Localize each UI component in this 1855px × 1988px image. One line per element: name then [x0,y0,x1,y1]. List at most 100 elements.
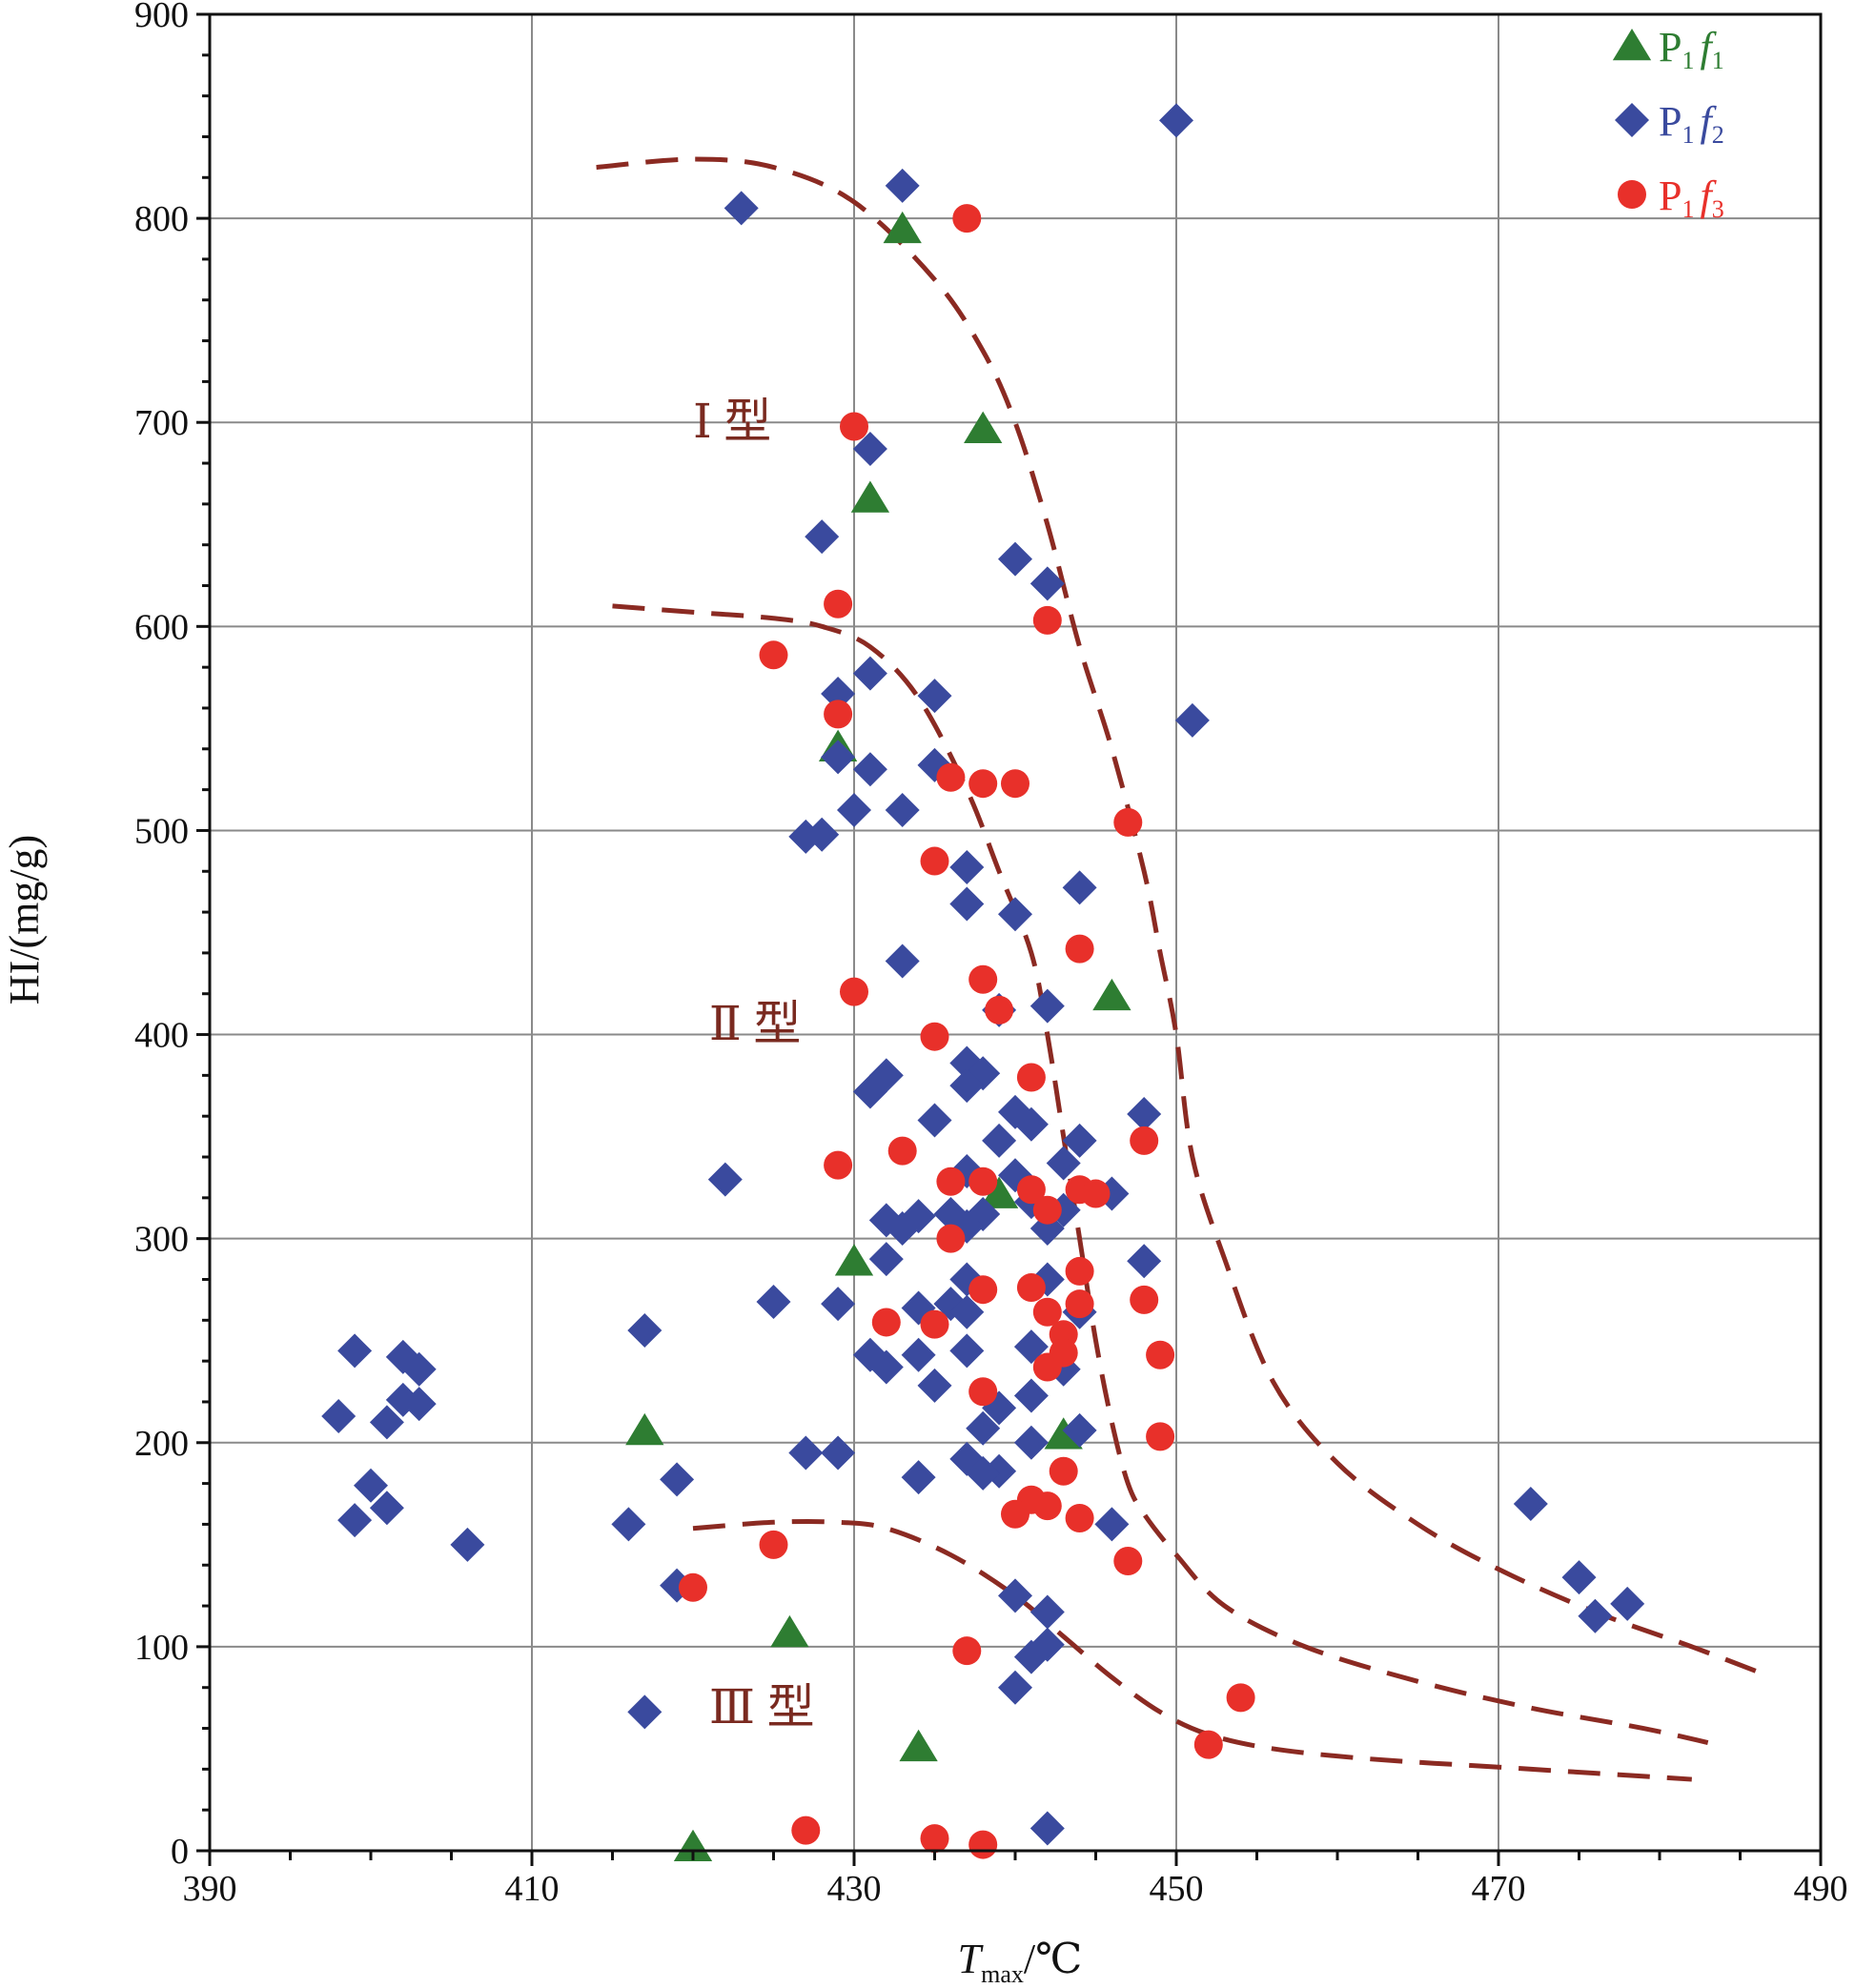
data-point-diamond [998,541,1032,577]
data-point-circle [1032,1195,1062,1225]
y-tick-labels: 0 100 200 300 400 500 600 700 800 900 [134,0,189,1872]
data-point-diamond [917,679,952,714]
data-point-diamond [724,191,759,226]
data-point-diamond [707,1162,743,1197]
data-point-circle [1113,1546,1143,1575]
data-point-circle [759,640,788,670]
data-point-diamond [852,1074,887,1109]
data-point-circle [840,977,868,1006]
data-point-circle [1032,1352,1062,1382]
x-axis-title: Tmax/℃ [958,1936,1083,1988]
data-point-circle [936,1166,966,1196]
data-point-circle [1049,1456,1078,1486]
region-label: Ⅲ 型 [709,1680,815,1734]
data-point-diamond [1062,1123,1097,1158]
data-point-diamond [401,1387,437,1422]
legend-label: P1 f3 [1659,172,1724,223]
data-point-circle [920,1309,949,1339]
data-point-diamond [354,1468,388,1503]
data-point-circle [968,1830,998,1859]
data-point-diamond [1029,1627,1065,1662]
data-point-diamond [949,1333,985,1369]
kerogen-type-boundaries [596,156,1758,1782]
data-point-diamond [369,1405,404,1440]
y-tick-label: 0 [171,1832,189,1872]
data-point-diamond [837,793,871,828]
y-tick-label: 200 [134,1424,189,1464]
y-tick-label: 100 [134,1628,189,1668]
data-point-circle [679,1572,707,1602]
x-tick-label: 470 [1472,1869,1526,1909]
data-point-diamond [1610,1586,1645,1621]
data-point-diamond [1174,702,1210,738]
data-point-circle [1226,1683,1255,1713]
data-point-diamond [852,656,887,691]
data-point-circle [887,1136,917,1166]
data-point-diamond [821,1435,856,1471]
x-tick-label: 430 [827,1869,882,1909]
data-point-circle [920,846,949,876]
data-point-triangle [850,480,890,513]
data-point-diamond [852,752,887,787]
data-point-circle [759,1530,788,1559]
data-point-diamond [949,1441,985,1476]
data-point-circle [1032,1297,1062,1327]
data-point-diamond [885,168,920,203]
data-point-circle [920,1022,949,1051]
data-point-diamond [852,432,887,467]
data-point-triangle [899,1729,938,1762]
data-point-circle [871,1308,901,1337]
legend-marker-diamond [1615,103,1649,137]
data-point-diamond [1062,870,1097,905]
data-point-circle [1065,1256,1094,1286]
data-points [321,103,1645,1862]
data-point-diamond [1127,1244,1162,1279]
boundary-line [612,603,1709,1745]
data-point-diamond [933,1196,968,1231]
data-point-diamond [885,943,920,979]
x-tick-label: 390 [183,1869,237,1909]
y-tick-label: 600 [134,607,189,647]
data-point-circle [824,589,853,619]
data-point-diamond [1013,1425,1049,1460]
y-tick-label: 900 [134,0,189,35]
data-point-circle [952,1636,982,1666]
data-point-diamond [1013,1378,1049,1413]
axes [196,12,1823,1866]
data-point-diamond [805,817,840,852]
data-point-diamond [1513,1487,1548,1522]
data-point-diamond [1062,1412,1097,1448]
data-point-circle [1001,1499,1029,1529]
data-point-diamond [885,793,920,828]
data-point-diamond [966,1455,1001,1491]
data-point-diamond [917,1368,952,1403]
data-point-circle [824,700,853,729]
y-tick-label: 400 [134,1016,189,1056]
data-point-circle [840,412,868,441]
data-point-circle [936,762,966,792]
data-point-circle [968,1377,998,1407]
data-point-circle [1146,1340,1175,1369]
data-point-circle [968,1275,998,1305]
data-point-diamond [369,1491,404,1526]
data-point-diamond [805,519,840,555]
data-point-diamond [788,1435,824,1471]
region-label: Ⅰ 型 [693,395,771,448]
data-point-circle [824,1150,853,1180]
data-point-circle [1081,1179,1111,1208]
data-point-diamond [949,1045,985,1081]
data-point-diamond [868,1242,904,1277]
y-tick-label: 300 [134,1220,189,1260]
region-label: Ⅱ 型 [709,997,801,1050]
region-labels: Ⅰ 型 Ⅱ 型 Ⅲ 型 [693,395,815,1734]
data-point-diamond [627,1694,662,1730]
data-point-diamond [949,849,985,884]
data-point-triangle [883,211,922,244]
data-point-diamond [1029,988,1065,1024]
data-point-diamond [901,1460,936,1495]
data-point-diamond [660,1462,695,1497]
data-point-diamond [885,1210,920,1246]
data-point-circle [791,1816,821,1845]
